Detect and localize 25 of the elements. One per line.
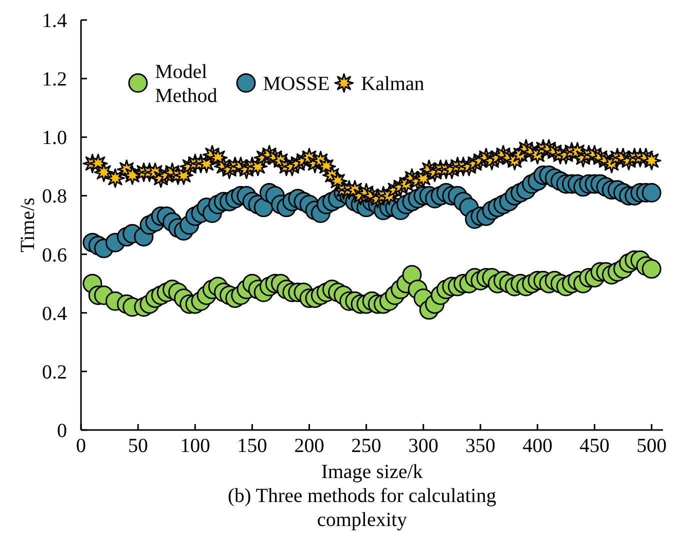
- y-tick-label: 0.6: [42, 244, 67, 266]
- x-tick-label: 400: [522, 435, 552, 457]
- x-tick-label: 200: [294, 435, 324, 457]
- y-axis-title: Time/s: [17, 197, 39, 252]
- x-tick-label: 300: [408, 435, 438, 457]
- text: (b) Three methods for calculating complexity: [228, 485, 496, 531]
- x-tick-label: 50: [128, 435, 148, 457]
- y-tick-label: 1.4: [42, 10, 67, 32]
- y-tick-label: 1.2: [42, 68, 67, 91]
- legend-label: Kalman: [361, 73, 424, 95]
- x-tick-label: 100: [180, 435, 210, 457]
- x-tick-label: 350: [465, 435, 496, 457]
- y-tick-label: 1.0: [42, 127, 67, 150]
- y-tick-label: 0.8: [42, 186, 67, 208]
- y-tick-label: 0.4: [42, 302, 67, 325]
- x-tick-label: 0: [76, 435, 86, 457]
- y-tick-label: 0: [57, 420, 67, 442]
- x-tick-label: 250: [351, 435, 382, 457]
- x-axis-title: Image size/k: [321, 461, 423, 483]
- legend-label: Model Method: [155, 61, 218, 107]
- x-tick-label: 450: [580, 435, 610, 457]
- y-tick-label: 0.2: [42, 361, 67, 384]
- legend-label: MOSSE: [263, 73, 330, 95]
- x-tick-label: 500: [636, 435, 667, 457]
- x-tick-label: 150: [237, 435, 268, 457]
